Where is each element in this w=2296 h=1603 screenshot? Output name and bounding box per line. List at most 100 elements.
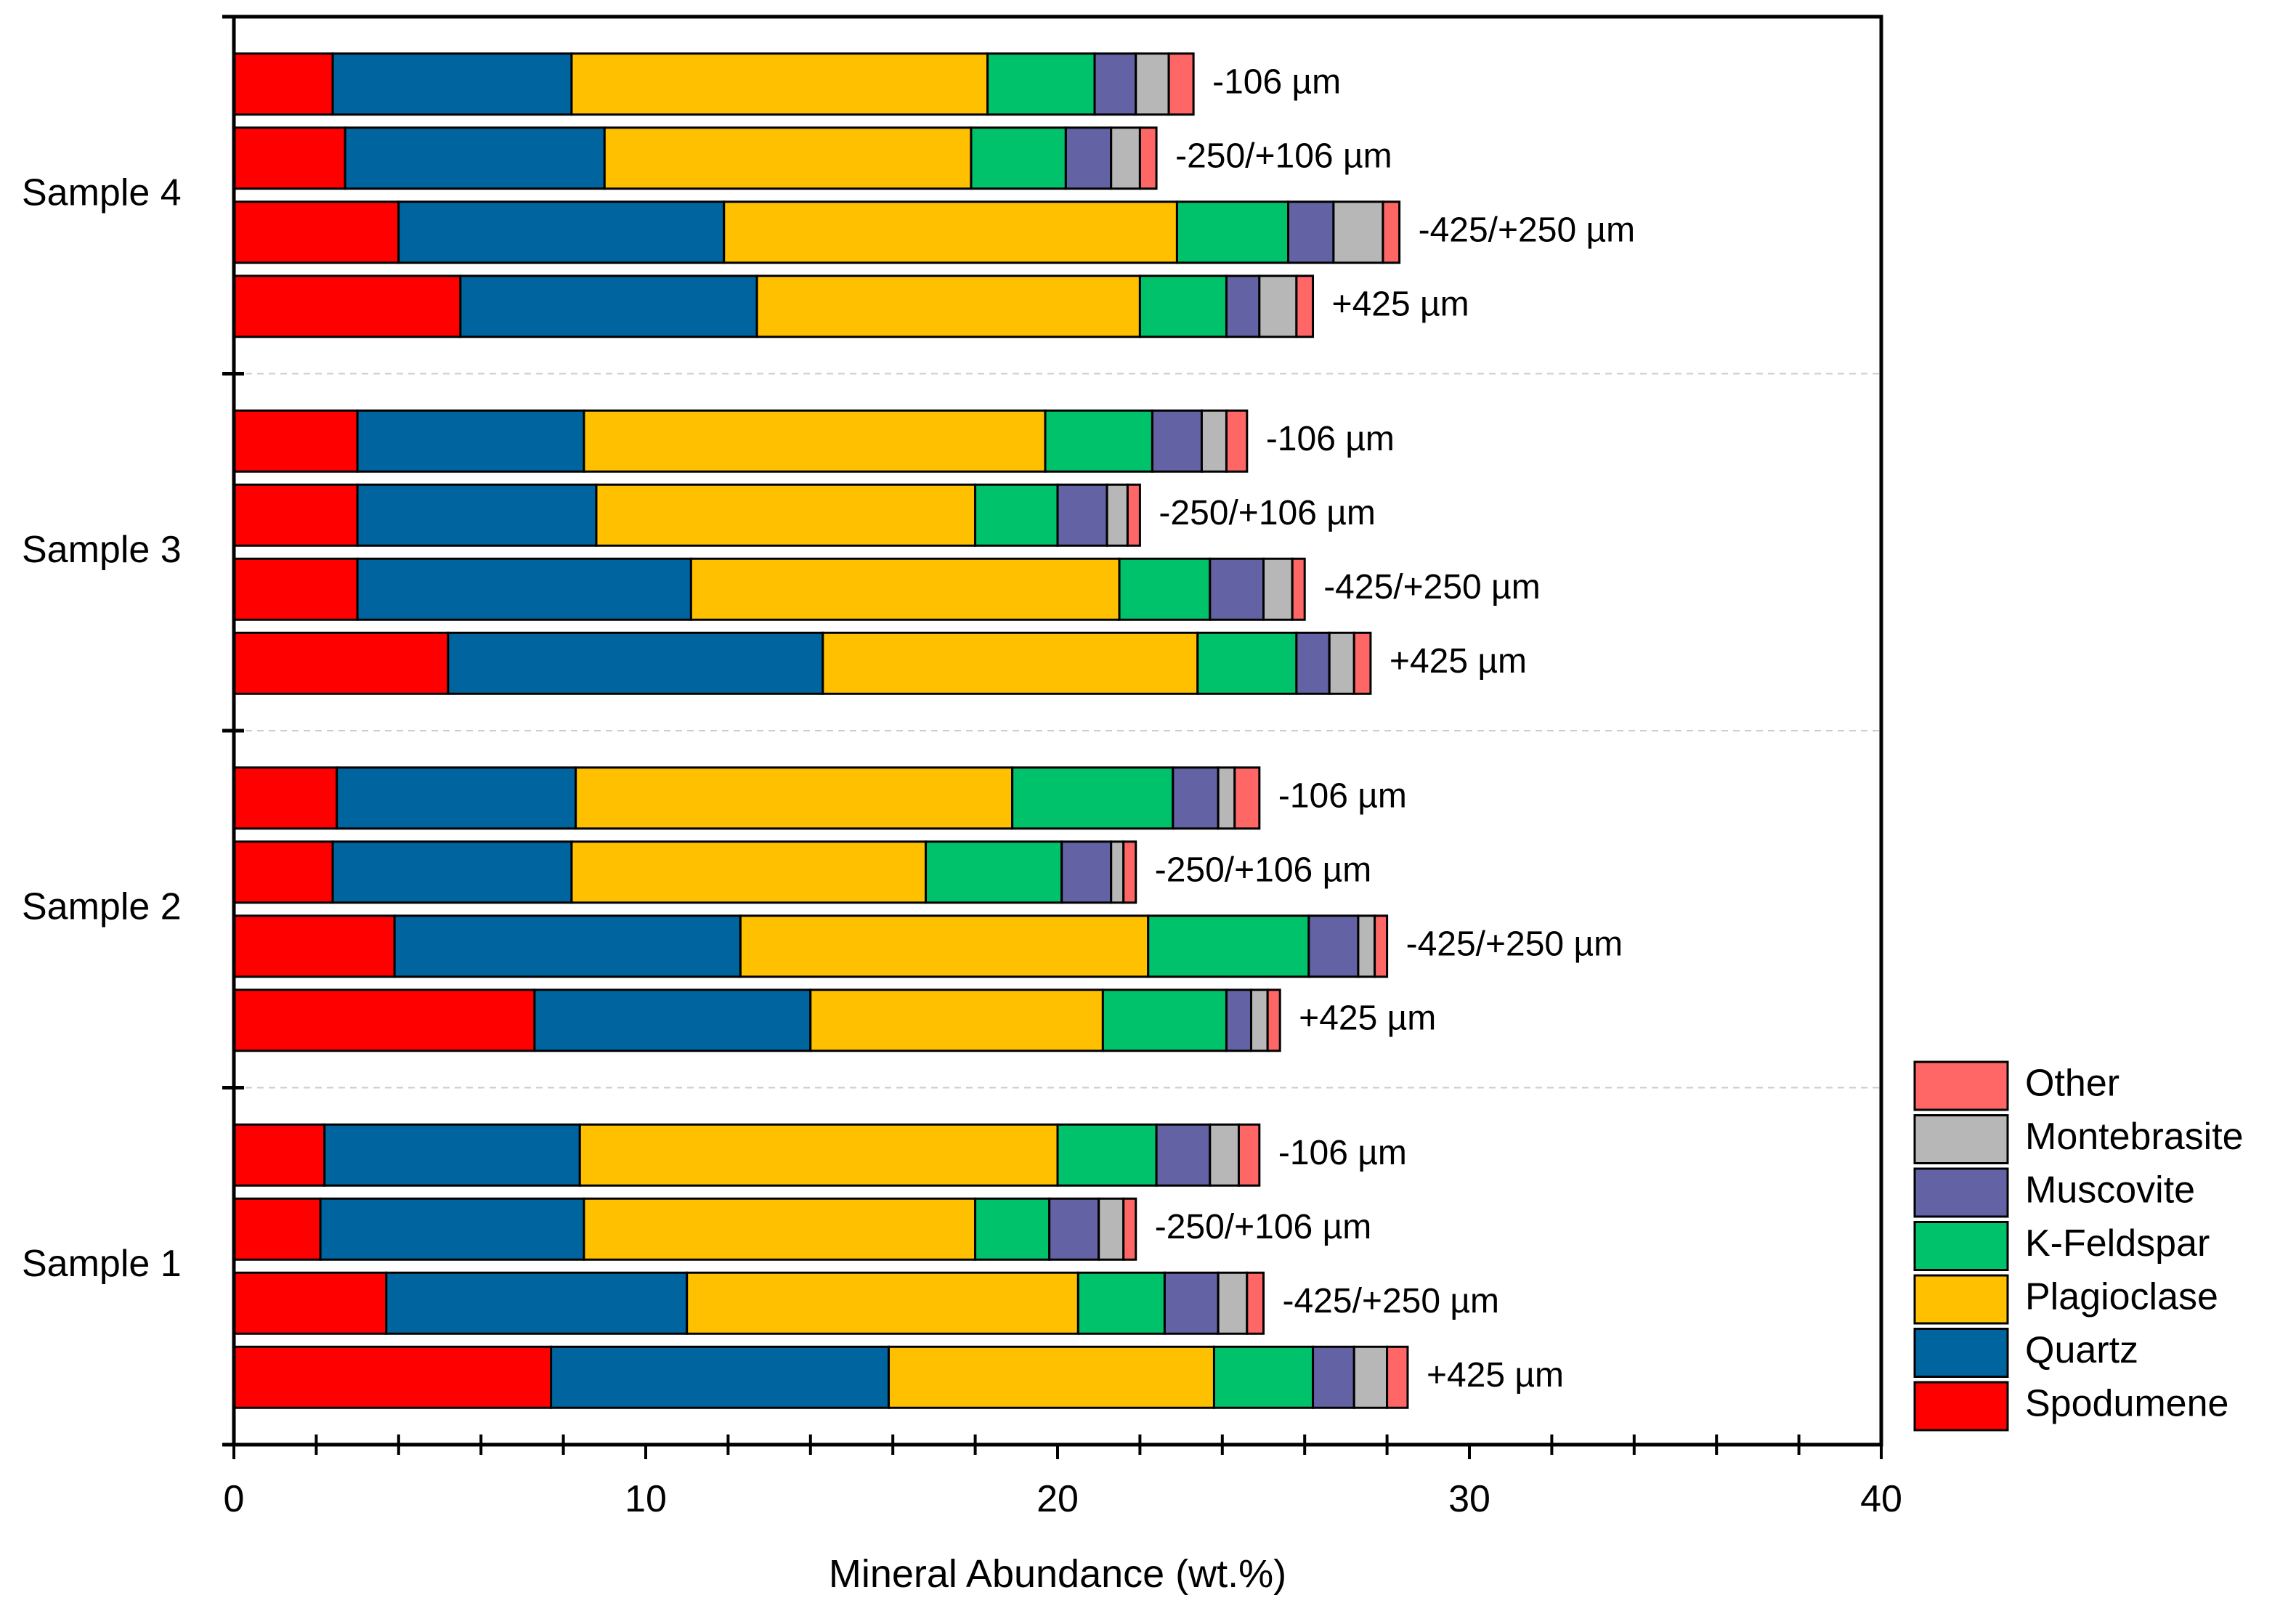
bar-segment-quartz xyxy=(385,1271,689,1335)
bar-segment-other xyxy=(1225,409,1249,473)
bar-segment-other xyxy=(1246,1271,1265,1335)
bar-segment-k-feldspar xyxy=(1044,409,1153,473)
bar-segment-muscovite xyxy=(1151,409,1203,473)
bar-segment-other xyxy=(1266,989,1281,1052)
bar-label: +425 µm xyxy=(1332,285,1469,323)
bar-segment-montebrasite xyxy=(1249,989,1269,1052)
bar-label: -106 µm xyxy=(1212,62,1341,101)
bar-segment-quartz xyxy=(356,409,585,473)
bar-labels-layer: -106 µm -250/+106 µm -425/+250 µm +425 µm -1… xyxy=(1155,62,1635,1395)
bar-segment-spodumene xyxy=(232,1271,388,1335)
bar-segment-montebrasite xyxy=(1217,766,1236,830)
bar-segment-quartz xyxy=(356,557,692,621)
x-tick-label: 0 xyxy=(224,1478,245,1520)
bar-segment-muscovite xyxy=(1064,126,1113,190)
x-tick-label: 20 xyxy=(1037,1478,1079,1520)
bar-segment-k-feldspar xyxy=(1101,989,1228,1052)
bar-segment-muscovite xyxy=(1287,200,1335,264)
bar-label: -106 µm xyxy=(1266,420,1395,458)
bar-segment-montebrasite xyxy=(1110,126,1141,190)
bar-segment-plagioclase xyxy=(822,631,1199,695)
bar-segment-k-feldspar xyxy=(1175,200,1290,264)
bar-segment-other xyxy=(1382,200,1401,264)
bar-segment-spodumene xyxy=(232,483,359,547)
bar-segment-muscovite xyxy=(1307,914,1360,978)
bar-segment-k-feldspar xyxy=(974,1197,1051,1261)
bar-label: -425/+250 µm xyxy=(1283,1282,1500,1320)
bar-segment-plagioclase xyxy=(570,52,989,116)
legend-swatch-quartz xyxy=(1913,1328,2009,1378)
bar-segment-spodumene xyxy=(232,409,359,473)
bar-segment-other xyxy=(1352,631,1372,695)
bar-segment-plagioclase xyxy=(809,989,1104,1052)
legend-label-muscovite: Muscovite xyxy=(2025,1169,2195,1212)
bar-segment-other xyxy=(1138,126,1158,190)
x-axis: 0 10 20 30 40 xyxy=(224,1434,1902,1520)
bar-segment-montebrasite xyxy=(1217,1271,1249,1335)
legend-label-plagioclase: Plagioclase xyxy=(2025,1276,2218,1318)
bar-segment-plagioclase xyxy=(603,126,973,190)
y-axis: Sample 4 Sample 3 Sample 2 Sample 1 xyxy=(22,15,244,1447)
x-tick-label: 10 xyxy=(625,1478,667,1520)
legend-label-spodumene: Spodumene xyxy=(2025,1383,2228,1425)
bar-label: -106 µm xyxy=(1278,1134,1407,1172)
bar-segment-quartz xyxy=(550,1345,891,1409)
bar-segment-plagioclase xyxy=(595,483,977,547)
bar-segment-quartz xyxy=(344,126,606,190)
bar-segment-montebrasite xyxy=(1262,557,1294,621)
bar-segment-plagioclase xyxy=(570,840,928,904)
bar-segment-spodumene xyxy=(232,840,334,904)
bar-segment-k-feldspar xyxy=(1011,766,1175,830)
legend-swatch-montebrasite xyxy=(1913,1114,2009,1164)
bar-label: -106 µm xyxy=(1278,776,1407,815)
bar-segment-other xyxy=(1386,1345,1409,1409)
bar-segment-plagioclase xyxy=(739,914,1150,978)
bar-segment-other xyxy=(1126,483,1141,547)
bar-segment-muscovite xyxy=(1225,989,1252,1052)
bar-segment-k-feldspar xyxy=(925,840,1063,904)
bar-segment-spodumene xyxy=(232,52,334,116)
bar-segment-plagioclase xyxy=(583,409,1047,473)
bar-segment-plagioclase xyxy=(686,1271,1079,1335)
bar-segment-other xyxy=(1374,914,1389,978)
bar-segment-muscovite xyxy=(1060,840,1113,904)
bar-segment-spodumene xyxy=(232,914,396,978)
bar-segment-quartz xyxy=(459,275,758,338)
group-label-sample-2: Sample 2 xyxy=(22,885,182,928)
bar-segment-spodumene xyxy=(232,275,462,338)
bar-segment-montebrasite xyxy=(1106,483,1129,547)
legend-swatch-other xyxy=(1913,1060,2009,1111)
bar-segment-spodumene xyxy=(232,1345,553,1409)
legend-label-k-feldspar: K-Feldspar xyxy=(2025,1222,2210,1265)
bar-segment-quartz xyxy=(533,989,812,1052)
legend-label-montebrasite: Montebrasite xyxy=(2025,1116,2244,1158)
bar-segment-spodumene xyxy=(232,1123,326,1187)
x-axis-title: Mineral Abundance (wt.%) xyxy=(829,1552,1286,1596)
bar-segment-k-feldspar xyxy=(1138,275,1228,338)
bar-segment-quartz xyxy=(323,1123,581,1187)
bar-segment-other xyxy=(1291,557,1306,621)
bar-segment-quartz xyxy=(393,914,742,978)
bar-segment-other xyxy=(1295,275,1315,338)
bar-segment-k-feldspar xyxy=(1212,1345,1315,1409)
bar-segment-muscovite xyxy=(1295,631,1331,695)
bar-segment-quartz xyxy=(336,766,577,830)
bar-segment-k-feldspar xyxy=(974,483,1059,547)
bar-segment-montebrasite xyxy=(1357,914,1376,978)
bar-segment-k-feldspar xyxy=(1147,914,1310,978)
bar-segment-quartz xyxy=(356,483,598,547)
bar-segment-quartz xyxy=(397,200,726,264)
group-separators xyxy=(234,373,1881,1089)
bar-segment-muscovite xyxy=(1048,1197,1100,1261)
legend-label-other: Other xyxy=(2025,1063,2119,1105)
legend-swatch-muscovite xyxy=(1913,1167,2009,1218)
bar-segment-montebrasite xyxy=(1135,52,1170,116)
bar-segment-quartz xyxy=(319,1197,585,1261)
bar-segment-spodumene xyxy=(232,989,536,1052)
bar-segment-montebrasite xyxy=(1209,1123,1240,1187)
bar-segment-plagioclase xyxy=(583,1197,977,1261)
bar-segment-k-feldspar xyxy=(1118,557,1212,621)
bar-segment-spodumene xyxy=(232,200,400,264)
bar-segment-other xyxy=(1122,1197,1137,1261)
bar-segment-montebrasite xyxy=(1110,840,1125,904)
